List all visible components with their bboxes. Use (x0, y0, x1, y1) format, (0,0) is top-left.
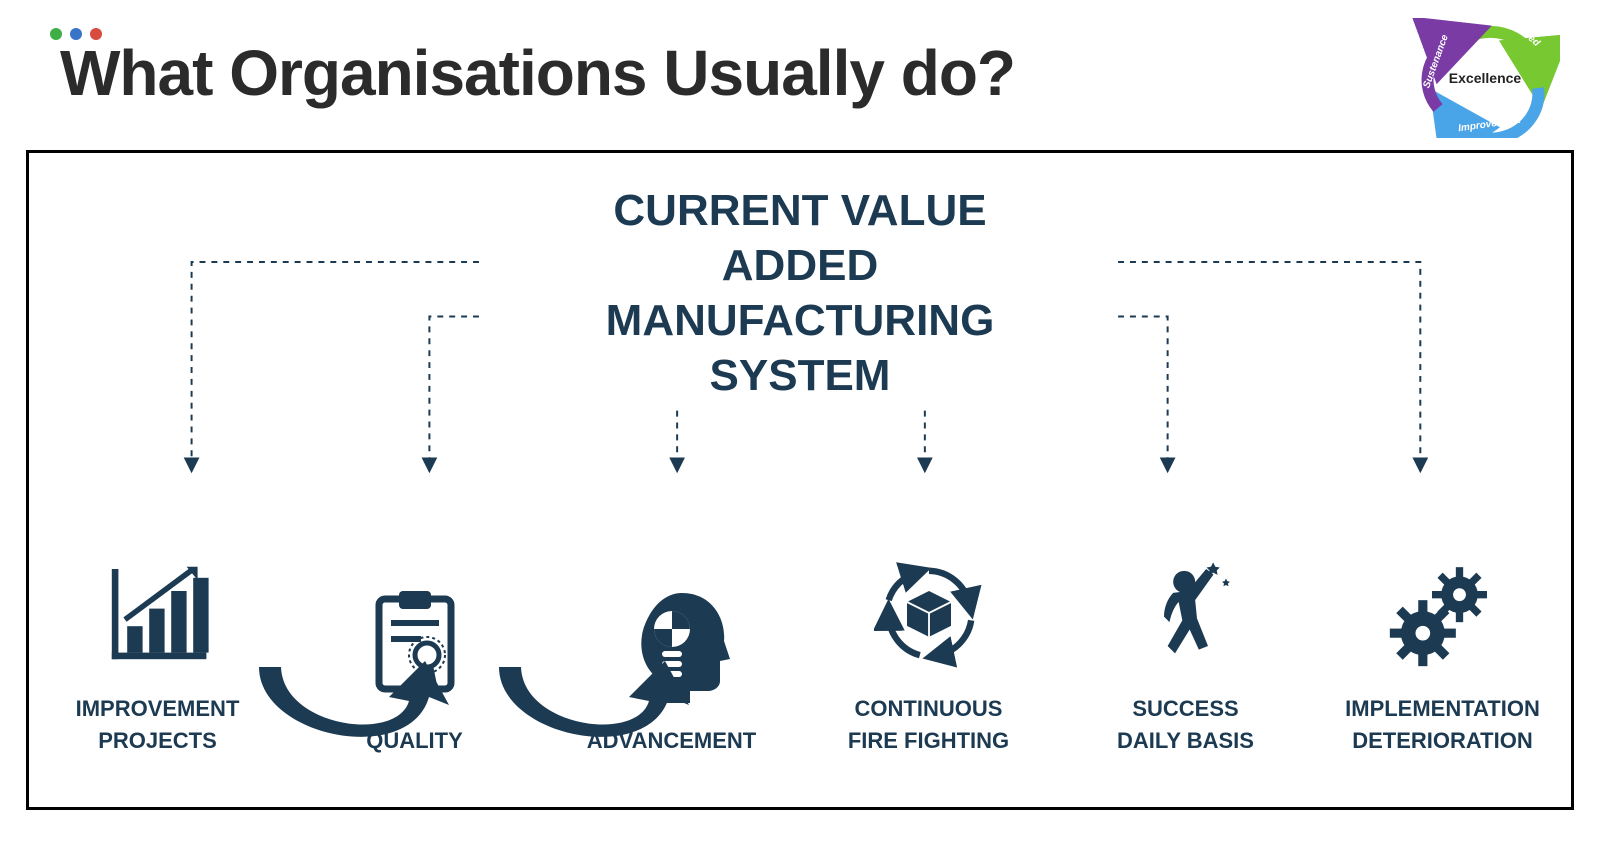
chart-growth-icon (98, 553, 218, 673)
item-sublabel: FIRE FIGHTING (848, 725, 1009, 757)
item-label: CONTINUOUS (848, 693, 1009, 725)
item-sublabel: DETERIORATION (1345, 725, 1540, 757)
cycle-box-icon (869, 553, 989, 673)
success-person-icon (1126, 553, 1246, 673)
central-heading: CURRENT VALUE ADDED MANUFACTURING SYSTEM (606, 183, 995, 403)
logo-center-label: Excellence (1449, 70, 1521, 86)
content-frame: CURRENT VALUE ADDED MANUFACTURING SYSTEM (26, 150, 1574, 810)
excellence-cycle-logo: Excellence Focused Improvement Sustenanc… (1410, 18, 1560, 138)
item-sublabel: DAILY BASIS (1117, 725, 1254, 757)
item-label: IMPROVEMENT (76, 693, 240, 725)
item-success-daily: SUCCESS DAILY BASIS (1071, 553, 1301, 757)
page-title: What Organisations Usually do? (60, 36, 1015, 110)
item-improvement-projects: IMPROVEMENT PROJECTS (43, 553, 273, 757)
item-continuous-firefighting: CONTINUOUS FIRE FIGHTING (814, 553, 1044, 757)
item-implementation-deterioration: IMPLEMENTATION DETERIORATION (1328, 553, 1558, 757)
gears-icon (1383, 553, 1503, 673)
curved-progress-arrows (239, 657, 759, 777)
item-label: IMPLEMENTATION (1345, 693, 1540, 725)
item-sublabel: PROJECTS (76, 725, 240, 757)
item-label: SUCCESS (1117, 693, 1254, 725)
